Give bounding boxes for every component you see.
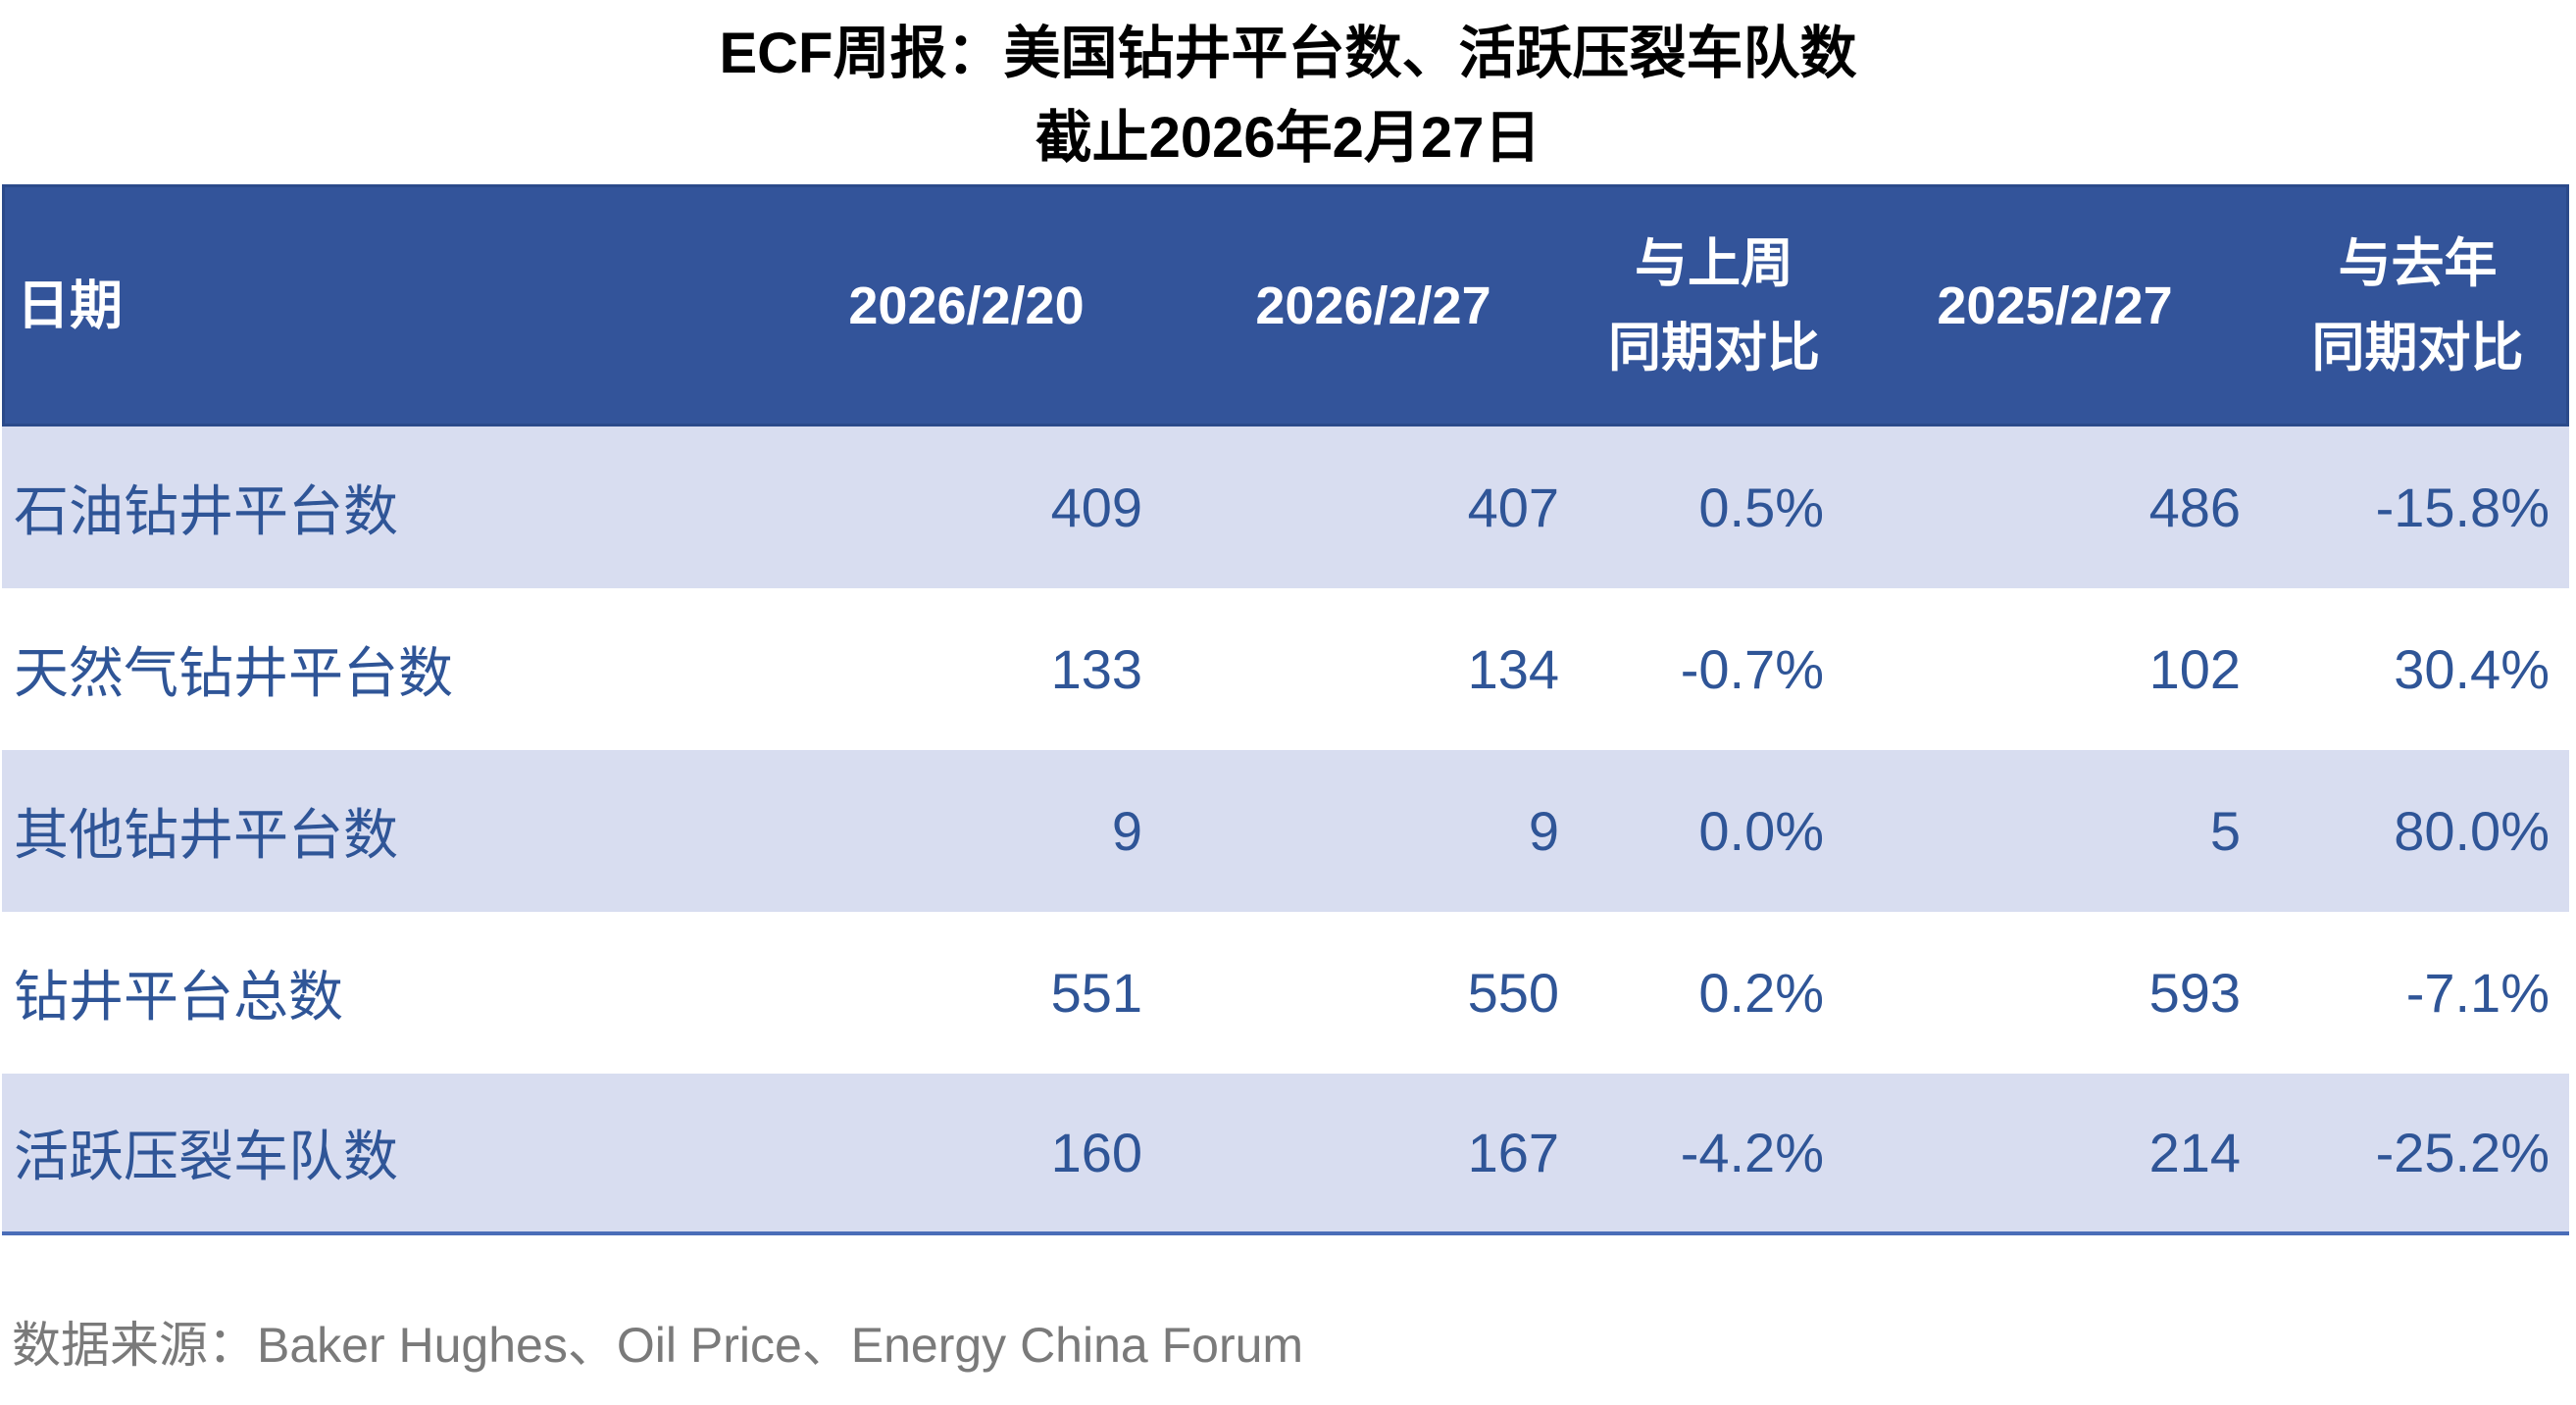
value-prev-week: 409 <box>1050 477 1142 538</box>
value-last-year: 593 <box>2148 962 2241 1024</box>
row-label: 活跃压裂车队数 <box>14 1126 398 1187</box>
value-wow-change: -4.2% <box>1680 1122 1824 1183</box>
title-line-2: 截止2026年2月27日 <box>1035 106 1541 170</box>
table-header-row: 日期 2026/2/20 2026/2/27 与上周 同期对比 2025/2/2… <box>2 184 2569 427</box>
table-row-gas-rigs: 天然气钻井平台数 133 134 -0.7% 102 30.4% <box>2 588 2569 750</box>
value-prev-week: 551 <box>1050 962 1142 1024</box>
value-yoy-change: -7.1% <box>2405 962 2550 1024</box>
value-wow-change: -0.7% <box>1680 638 1824 700</box>
row-label: 天然气钻井平台数 <box>14 642 453 704</box>
value-last-year: 102 <box>2148 638 2241 700</box>
table-row-total-rigs: 钻井平台总数 551 550 0.2% 593 -7.1% <box>2 912 2569 1074</box>
value-last-year: 486 <box>2148 477 2241 538</box>
data-source-note: 数据来源：Baker Hughes、Oil Price、Energy China… <box>12 1318 1304 1373</box>
title-line-1: ECF周报：美国钻井平台数、活跃压裂车队数 <box>719 22 1857 85</box>
value-this-week: 550 <box>1467 962 1559 1024</box>
value-last-year: 214 <box>2148 1122 2241 1183</box>
value-yoy-change: 80.0% <box>2394 800 2550 862</box>
value-this-week: 134 <box>1467 638 1559 700</box>
row-label: 石油钻井平台数 <box>14 480 398 542</box>
page-title: ECF周报：美国钻井平台数、活跃压裂车队数 截止2026年2月27日 <box>0 0 2576 180</box>
table-row-other-rigs: 其他钻井平台数 9 9 0.0% 5 80.0% <box>2 750 2569 912</box>
value-prev-week: 160 <box>1050 1122 1142 1183</box>
value-yoy-change: -25.2% <box>2375 1122 2550 1183</box>
value-wow-change: 0.0% <box>1698 800 1824 862</box>
row-label: 其他钻井平台数 <box>14 804 398 866</box>
value-wow-change: 0.2% <box>1698 962 1824 1024</box>
header-wow-change: 与上周 同期对比 <box>1608 233 1820 377</box>
table-row-frac-fleets: 活跃压裂车队数 160 167 -4.2% 214 -25.2% <box>2 1074 2569 1235</box>
header-date: 日期 <box>17 276 123 335</box>
rig-count-table: 日期 2026/2/20 2026/2/27 与上周 同期对比 2025/2/2… <box>2 184 2569 1235</box>
header-2025-02-27: 2025/2/27 <box>1937 276 2173 335</box>
value-this-week: 167 <box>1467 1122 1559 1183</box>
value-this-week: 407 <box>1467 477 1559 538</box>
value-last-year: 5 <box>2209 800 2241 862</box>
header-2026-02-20: 2026/2/20 <box>848 276 1085 335</box>
value-this-week: 9 <box>1528 800 1559 862</box>
value-prev-week: 133 <box>1050 638 1142 700</box>
table-row-oil-rigs: 石油钻井平台数 409 407 0.5% 486 -15.8% <box>2 427 2569 588</box>
row-label: 钻井平台总数 <box>14 966 343 1028</box>
header-2026-02-27: 2026/2/27 <box>1255 276 1491 335</box>
value-wow-change: 0.5% <box>1698 477 1824 538</box>
value-yoy-change: -15.8% <box>2375 477 2550 538</box>
value-yoy-change: 30.4% <box>2394 638 2550 700</box>
header-yoy-change: 与去年 同期对比 <box>2311 233 2524 377</box>
value-prev-week: 9 <box>1111 800 1142 862</box>
